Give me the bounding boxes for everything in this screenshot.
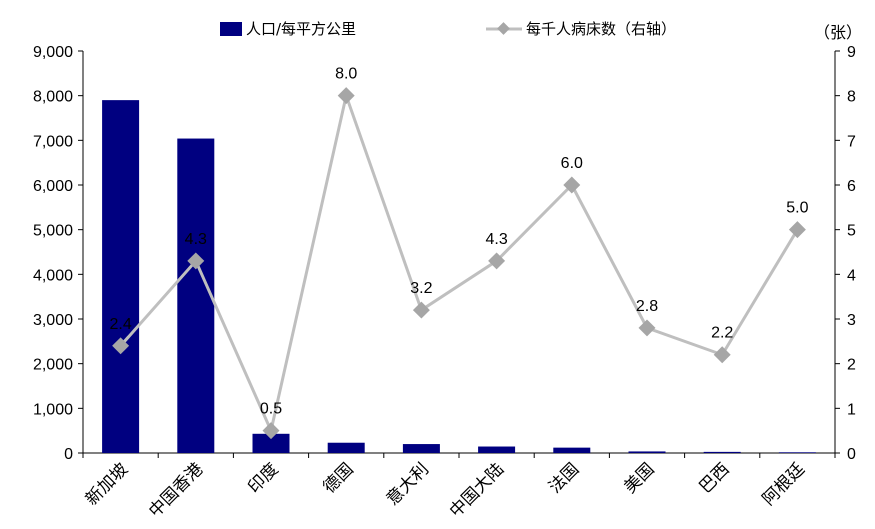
line-point xyxy=(713,346,731,364)
left-tick-label: 1,000 xyxy=(33,401,73,418)
left-tick-label: 7,000 xyxy=(33,133,73,150)
right-tick-label: 7 xyxy=(847,133,856,150)
bar xyxy=(102,100,140,453)
category-labels: 新加坡 中国香港 印度 德国 意大利 中国大陆 法国 美国 巴西 阿根廷 xyxy=(82,459,809,521)
left-tick-label: 5,000 xyxy=(33,223,73,240)
category-label: 意大利 xyxy=(383,459,433,509)
category-label: 新加坡 xyxy=(82,459,132,509)
legend-bar-swatch xyxy=(220,22,242,36)
category-label: 美国 xyxy=(620,459,658,497)
bar xyxy=(478,446,516,453)
data-labels: 2.4 4.3 0.5 8.0 3.2 4.3 6.0 2.8 2.2 5.0 xyxy=(109,66,808,418)
right-tick-label: 3 xyxy=(847,312,856,329)
category-label: 印度 xyxy=(244,459,282,497)
legend-line-label: 每千人病床数（右轴） xyxy=(526,20,676,38)
line-point xyxy=(337,87,355,105)
data-label: 5.0 xyxy=(786,200,808,217)
legend: 人口/每平方公里 每千人病床数（右轴） xyxy=(220,20,676,38)
line-point xyxy=(563,176,581,194)
data-label: 2.2 xyxy=(711,325,733,342)
data-label: 3.2 xyxy=(410,280,432,297)
right-tick-label: 6 xyxy=(847,178,856,195)
data-label: 2.8 xyxy=(636,298,658,315)
right-tick-label: 4 xyxy=(847,267,856,284)
legend-line-marker xyxy=(497,22,510,35)
right-tick-label: 2 xyxy=(847,357,856,374)
left-tick-label: 9,000 xyxy=(33,44,73,61)
category-label: 巴西 xyxy=(696,459,734,497)
left-tick-label: 2,000 xyxy=(33,357,73,374)
line-point xyxy=(112,337,130,355)
axes: 0 1,000 2,000 3,000 4,000 5,000 6,000 7,000 8,00… xyxy=(33,44,856,463)
bar xyxy=(628,451,666,453)
line-point xyxy=(187,252,205,270)
right-tick-label: 1 xyxy=(847,401,856,418)
bar xyxy=(177,138,215,453)
bar xyxy=(402,444,440,453)
line-point xyxy=(412,301,430,319)
category-label: 法国 xyxy=(545,459,583,497)
bar xyxy=(553,447,591,453)
line-point xyxy=(488,252,506,270)
category-label: 中国香港 xyxy=(145,459,207,521)
left-tick-label: 0 xyxy=(64,446,73,463)
bar xyxy=(703,451,741,453)
right-tick-label: 5 xyxy=(847,223,856,240)
left-tick-label: 8,000 xyxy=(33,89,73,106)
legend-bar-label: 人口/每平方公里 xyxy=(246,20,356,38)
bars xyxy=(102,100,816,453)
category-label: 阿根廷 xyxy=(759,459,809,509)
series-line xyxy=(119,90,799,436)
data-label: 2.4 xyxy=(109,316,131,333)
category-label: 德国 xyxy=(320,459,358,497)
bar xyxy=(252,433,290,453)
right-axis-unit: （张） xyxy=(814,24,862,42)
bar xyxy=(778,452,816,453)
left-tick-label: 4,000 xyxy=(33,267,73,284)
data-label: 6.0 xyxy=(561,155,583,172)
right-tick-label: 0 xyxy=(847,446,856,463)
right-tick-label: 9 xyxy=(847,44,856,61)
data-label: 0.5 xyxy=(260,401,282,418)
line-point xyxy=(638,319,656,337)
left-tick-label: 6,000 xyxy=(33,178,73,195)
data-label: 4.3 xyxy=(485,231,507,248)
category-label: 中国大陆 xyxy=(446,459,508,521)
right-tick-label: 8 xyxy=(847,89,856,106)
left-tick-label: 3,000 xyxy=(33,312,73,329)
line-point xyxy=(788,221,806,239)
line-series xyxy=(112,87,806,440)
data-label: 4.3 xyxy=(185,231,207,248)
data-label: 8.0 xyxy=(335,66,357,83)
bar xyxy=(327,442,365,453)
line-point xyxy=(262,422,280,440)
